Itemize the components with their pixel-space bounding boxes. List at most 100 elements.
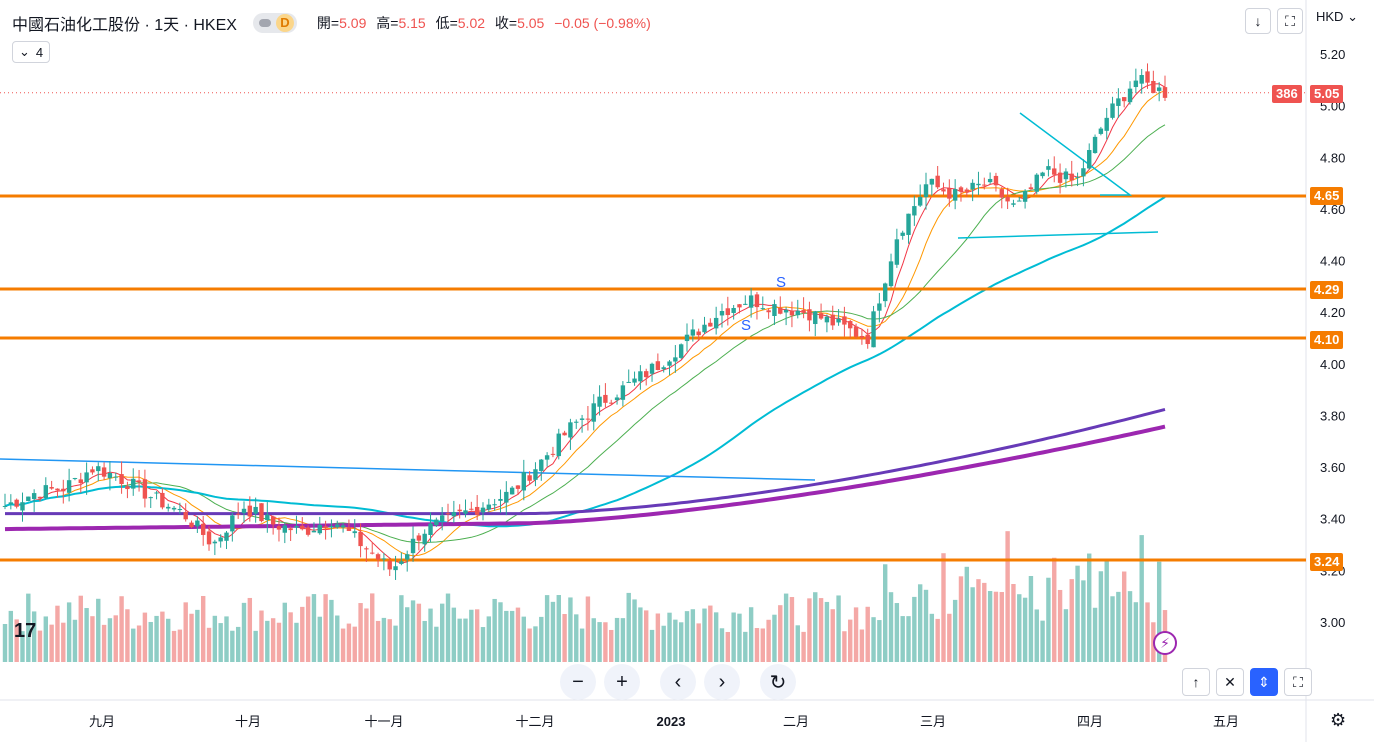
trend-line-2[interactable]: [957, 231, 1159, 239]
candle-body: [352, 531, 357, 534]
volume-bar: [26, 593, 31, 662]
candle-body: [649, 363, 655, 374]
volume-bar: [125, 609, 130, 662]
volume-bar: [113, 615, 118, 662]
candle-body: [807, 309, 812, 321]
reset-chart-button[interactable]: ↻: [760, 664, 796, 700]
candle-body: [1156, 87, 1162, 91]
volume-bar: [1110, 596, 1115, 662]
candle-body: [678, 344, 684, 358]
zoom-in-button[interactable]: +: [604, 664, 640, 700]
volume-bar: [1127, 591, 1133, 662]
y-tick-label: 4.20: [1320, 305, 1345, 320]
volume-bar: [364, 608, 369, 662]
market-status-toggle[interactable]: D: [252, 13, 297, 33]
volume-bar: [311, 594, 317, 662]
volume-bar: [813, 592, 818, 662]
candle-body: [480, 507, 486, 513]
candle-body: [597, 396, 602, 407]
candle-body: [783, 309, 789, 313]
candle-body: [183, 512, 188, 520]
volume-bar: [492, 598, 497, 662]
volume-bar: [469, 609, 474, 662]
volume-bar: [795, 625, 800, 662]
volume-bar: [620, 618, 626, 662]
y-tick-label: 3.40: [1320, 512, 1345, 527]
volume-bar: [270, 618, 276, 662]
volume-bar: [148, 621, 153, 662]
lightning-icon[interactable]: ⚡: [1153, 631, 1177, 655]
volume-bar: [177, 629, 183, 662]
volume-bar: [527, 628, 532, 662]
volume-bar: [358, 603, 363, 662]
candle-body: [49, 487, 54, 489]
currency-selector[interactable]: HKD ⌄: [1316, 9, 1358, 24]
candle-body: [661, 367, 666, 370]
candle-body: [241, 508, 247, 514]
volume-bar: [1046, 577, 1051, 662]
candle-body: [766, 310, 771, 313]
volume-bar: [393, 625, 398, 662]
volume-bar: [235, 626, 241, 662]
gear-icon[interactable]: ⚙: [1330, 710, 1347, 730]
volume-bar: [1092, 607, 1098, 662]
volume-bar: [212, 615, 218, 662]
auto-scale-icon[interactable]: ⇕: [1250, 668, 1278, 696]
indicators-collapse-button[interactable]: ⌄ 4: [12, 41, 51, 63]
volume-bar: [352, 626, 357, 662]
volume-bar: [428, 608, 433, 662]
candle-body: [731, 307, 736, 313]
candle-body: [748, 295, 754, 308]
volume-bar: [609, 629, 614, 662]
candle-body: [539, 459, 544, 471]
volume-bar: [690, 609, 696, 662]
fullscreen-icon[interactable]: ⛶: [1277, 8, 1303, 34]
download-arrow-icon[interactable]: ↓: [1245, 8, 1271, 34]
triangle-pattern[interactable]: [1019, 112, 1133, 196]
candle-body: [195, 520, 200, 527]
candle-body: [416, 535, 422, 541]
fit-icon[interactable]: ⛶: [1284, 668, 1312, 696]
candle-body: [1069, 173, 1074, 181]
last-price-label: 5.05: [1310, 85, 1344, 103]
volume-bar: [696, 623, 701, 662]
candle-body: [1145, 71, 1150, 83]
indicators-count: 4: [35, 44, 44, 60]
candle-body: [1121, 97, 1127, 102]
candle-body: [148, 497, 153, 499]
close-icon[interactable]: ✕: [1216, 668, 1244, 696]
volume-bar: [947, 613, 952, 662]
candle-body: [533, 469, 538, 480]
volume-bar: [317, 616, 322, 662]
candle-body: [1098, 128, 1104, 134]
candle-body: [1110, 103, 1115, 118]
volume-bar: [96, 598, 101, 662]
candle-body: [620, 385, 626, 400]
scroll-left-button[interactable]: ‹: [660, 664, 696, 700]
candle-body: [614, 397, 620, 401]
volume-bar: [952, 599, 958, 662]
candle-body: [818, 313, 824, 319]
zoom-out-button[interactable]: −: [560, 664, 596, 700]
candle-body: [270, 516, 276, 525]
scroll-right-button[interactable]: ›: [704, 664, 740, 700]
volume-bar: [1104, 560, 1109, 662]
volume-bar: [1145, 602, 1150, 662]
volume-bar: [288, 612, 293, 662]
symbol-title[interactable]: 中國石油化工股份 · 1天 · HKEX: [12, 17, 237, 34]
candle-body: [2, 505, 8, 507]
candle-body: [993, 175, 999, 186]
volume-bar: [638, 607, 643, 662]
volume-bar: [1116, 591, 1121, 662]
candle-body: [574, 421, 579, 423]
volume-bar: [335, 615, 340, 662]
candle-body: [917, 196, 923, 206]
arrow-up-icon[interactable]: ↑: [1182, 668, 1210, 696]
volume-bar: [649, 629, 655, 662]
candle-body: [311, 530, 317, 533]
volume-bar: [509, 610, 515, 662]
trend-line-1[interactable]: [0, 458, 816, 481]
volume-bar: [370, 593, 375, 662]
candle-body: [498, 498, 503, 501]
